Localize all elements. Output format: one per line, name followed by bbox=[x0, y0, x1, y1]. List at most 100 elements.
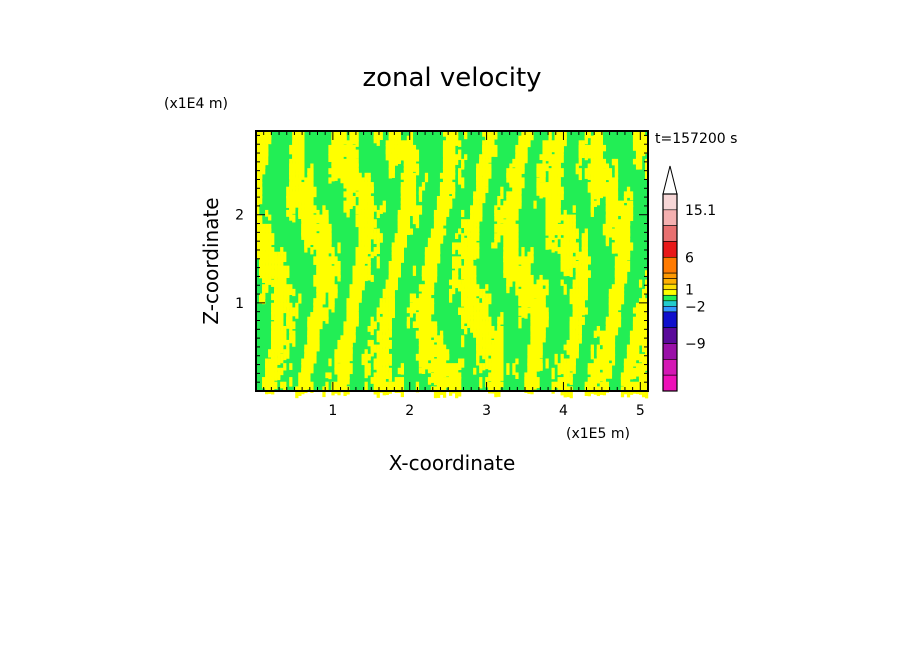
field-cell bbox=[641, 149, 646, 156]
field-cell bbox=[521, 168, 525, 174]
field-cell bbox=[611, 302, 616, 311]
field-cell bbox=[271, 293, 275, 301]
field-cell bbox=[430, 302, 435, 315]
field-cell bbox=[448, 182, 453, 195]
field-cell bbox=[626, 242, 631, 251]
field-cell bbox=[566, 214, 570, 224]
field-cell bbox=[596, 196, 600, 206]
field-cell bbox=[464, 256, 468, 266]
field-cell bbox=[343, 381, 347, 389]
field-cell bbox=[385, 381, 389, 390]
field-cell bbox=[409, 140, 414, 147]
field-cell bbox=[346, 363, 350, 370]
field-cell bbox=[283, 270, 287, 280]
field-cell bbox=[355, 182, 359, 191]
field-cell bbox=[361, 353, 365, 366]
field-cell bbox=[539, 307, 543, 316]
field-cell bbox=[421, 182, 426, 191]
field-cell bbox=[274, 251, 278, 264]
field-cell bbox=[527, 372, 531, 379]
field-cell bbox=[617, 316, 622, 328]
field-cell bbox=[482, 349, 486, 360]
field-cell bbox=[581, 279, 585, 287]
field-cell bbox=[473, 247, 477, 256]
field-cell bbox=[403, 172, 408, 180]
field-cell bbox=[515, 251, 519, 260]
field-cell bbox=[488, 149, 492, 159]
field-cell bbox=[533, 372, 537, 382]
field-cell bbox=[361, 256, 365, 266]
field-cell bbox=[406, 172, 411, 181]
field-cell bbox=[488, 168, 492, 179]
field-cell bbox=[262, 135, 266, 144]
field-cell bbox=[325, 307, 329, 320]
field-cell bbox=[325, 372, 329, 379]
field-cell bbox=[403, 209, 408, 220]
field-cell bbox=[262, 223, 266, 232]
field-cell bbox=[545, 358, 549, 369]
field-cell bbox=[283, 284, 287, 294]
field-cell bbox=[268, 256, 272, 263]
field-cell bbox=[596, 131, 600, 140]
field-cell bbox=[506, 191, 510, 198]
field-cell bbox=[614, 200, 619, 207]
field-cell bbox=[554, 135, 558, 145]
field-cell bbox=[265, 274, 269, 284]
field-cell bbox=[644, 288, 649, 295]
field-cell bbox=[286, 349, 290, 359]
field-cell bbox=[578, 316, 582, 324]
field-cell bbox=[256, 186, 260, 195]
field-cell bbox=[545, 284, 549, 296]
field-cell bbox=[548, 135, 552, 143]
field-cell bbox=[623, 228, 628, 235]
field-cell bbox=[355, 191, 359, 198]
field-cell bbox=[461, 247, 465, 256]
field-cell bbox=[506, 219, 510, 225]
field-cell bbox=[494, 363, 498, 371]
field-cell bbox=[563, 237, 567, 244]
field-cell bbox=[397, 135, 401, 143]
field-cell bbox=[310, 177, 314, 186]
field-cell bbox=[545, 154, 549, 162]
field-cell bbox=[286, 209, 290, 217]
field-cell bbox=[349, 158, 353, 166]
colorbar-label: 6 bbox=[685, 250, 694, 266]
field-cell bbox=[518, 316, 522, 329]
field-cell bbox=[361, 237, 365, 244]
field-cell bbox=[259, 228, 263, 235]
field-cell bbox=[268, 131, 272, 140]
field-cell bbox=[608, 172, 613, 182]
field-cell bbox=[617, 284, 622, 293]
field-cell bbox=[304, 358, 308, 368]
field-cell bbox=[277, 270, 281, 279]
field-cell bbox=[388, 284, 392, 294]
field-cell bbox=[617, 247, 622, 255]
field-cell bbox=[301, 214, 305, 222]
field-cell bbox=[506, 214, 510, 222]
field-cell bbox=[461, 270, 465, 280]
field-cell bbox=[578, 154, 582, 166]
field-cell bbox=[626, 367, 631, 376]
field-cell bbox=[533, 288, 537, 298]
field-cell bbox=[439, 172, 444, 179]
field-cell bbox=[301, 196, 305, 203]
field-cell bbox=[370, 186, 374, 194]
field-cell bbox=[310, 321, 314, 331]
field-cell bbox=[551, 228, 555, 236]
field-cell bbox=[385, 298, 389, 306]
field-cell bbox=[352, 279, 356, 289]
field-cell bbox=[479, 288, 483, 299]
field-cell bbox=[340, 149, 344, 161]
field-cell bbox=[433, 223, 438, 231]
field-cell bbox=[337, 344, 341, 352]
field-cell bbox=[584, 149, 588, 161]
field-cell bbox=[470, 274, 474, 282]
field-cell bbox=[563, 135, 567, 147]
field-cell bbox=[497, 219, 501, 231]
field-cell bbox=[310, 228, 314, 235]
field-cell bbox=[412, 144, 417, 155]
field-cell bbox=[614, 247, 619, 254]
field-cell bbox=[361, 205, 365, 212]
field-cell bbox=[587, 168, 591, 174]
field-cell bbox=[530, 358, 534, 367]
